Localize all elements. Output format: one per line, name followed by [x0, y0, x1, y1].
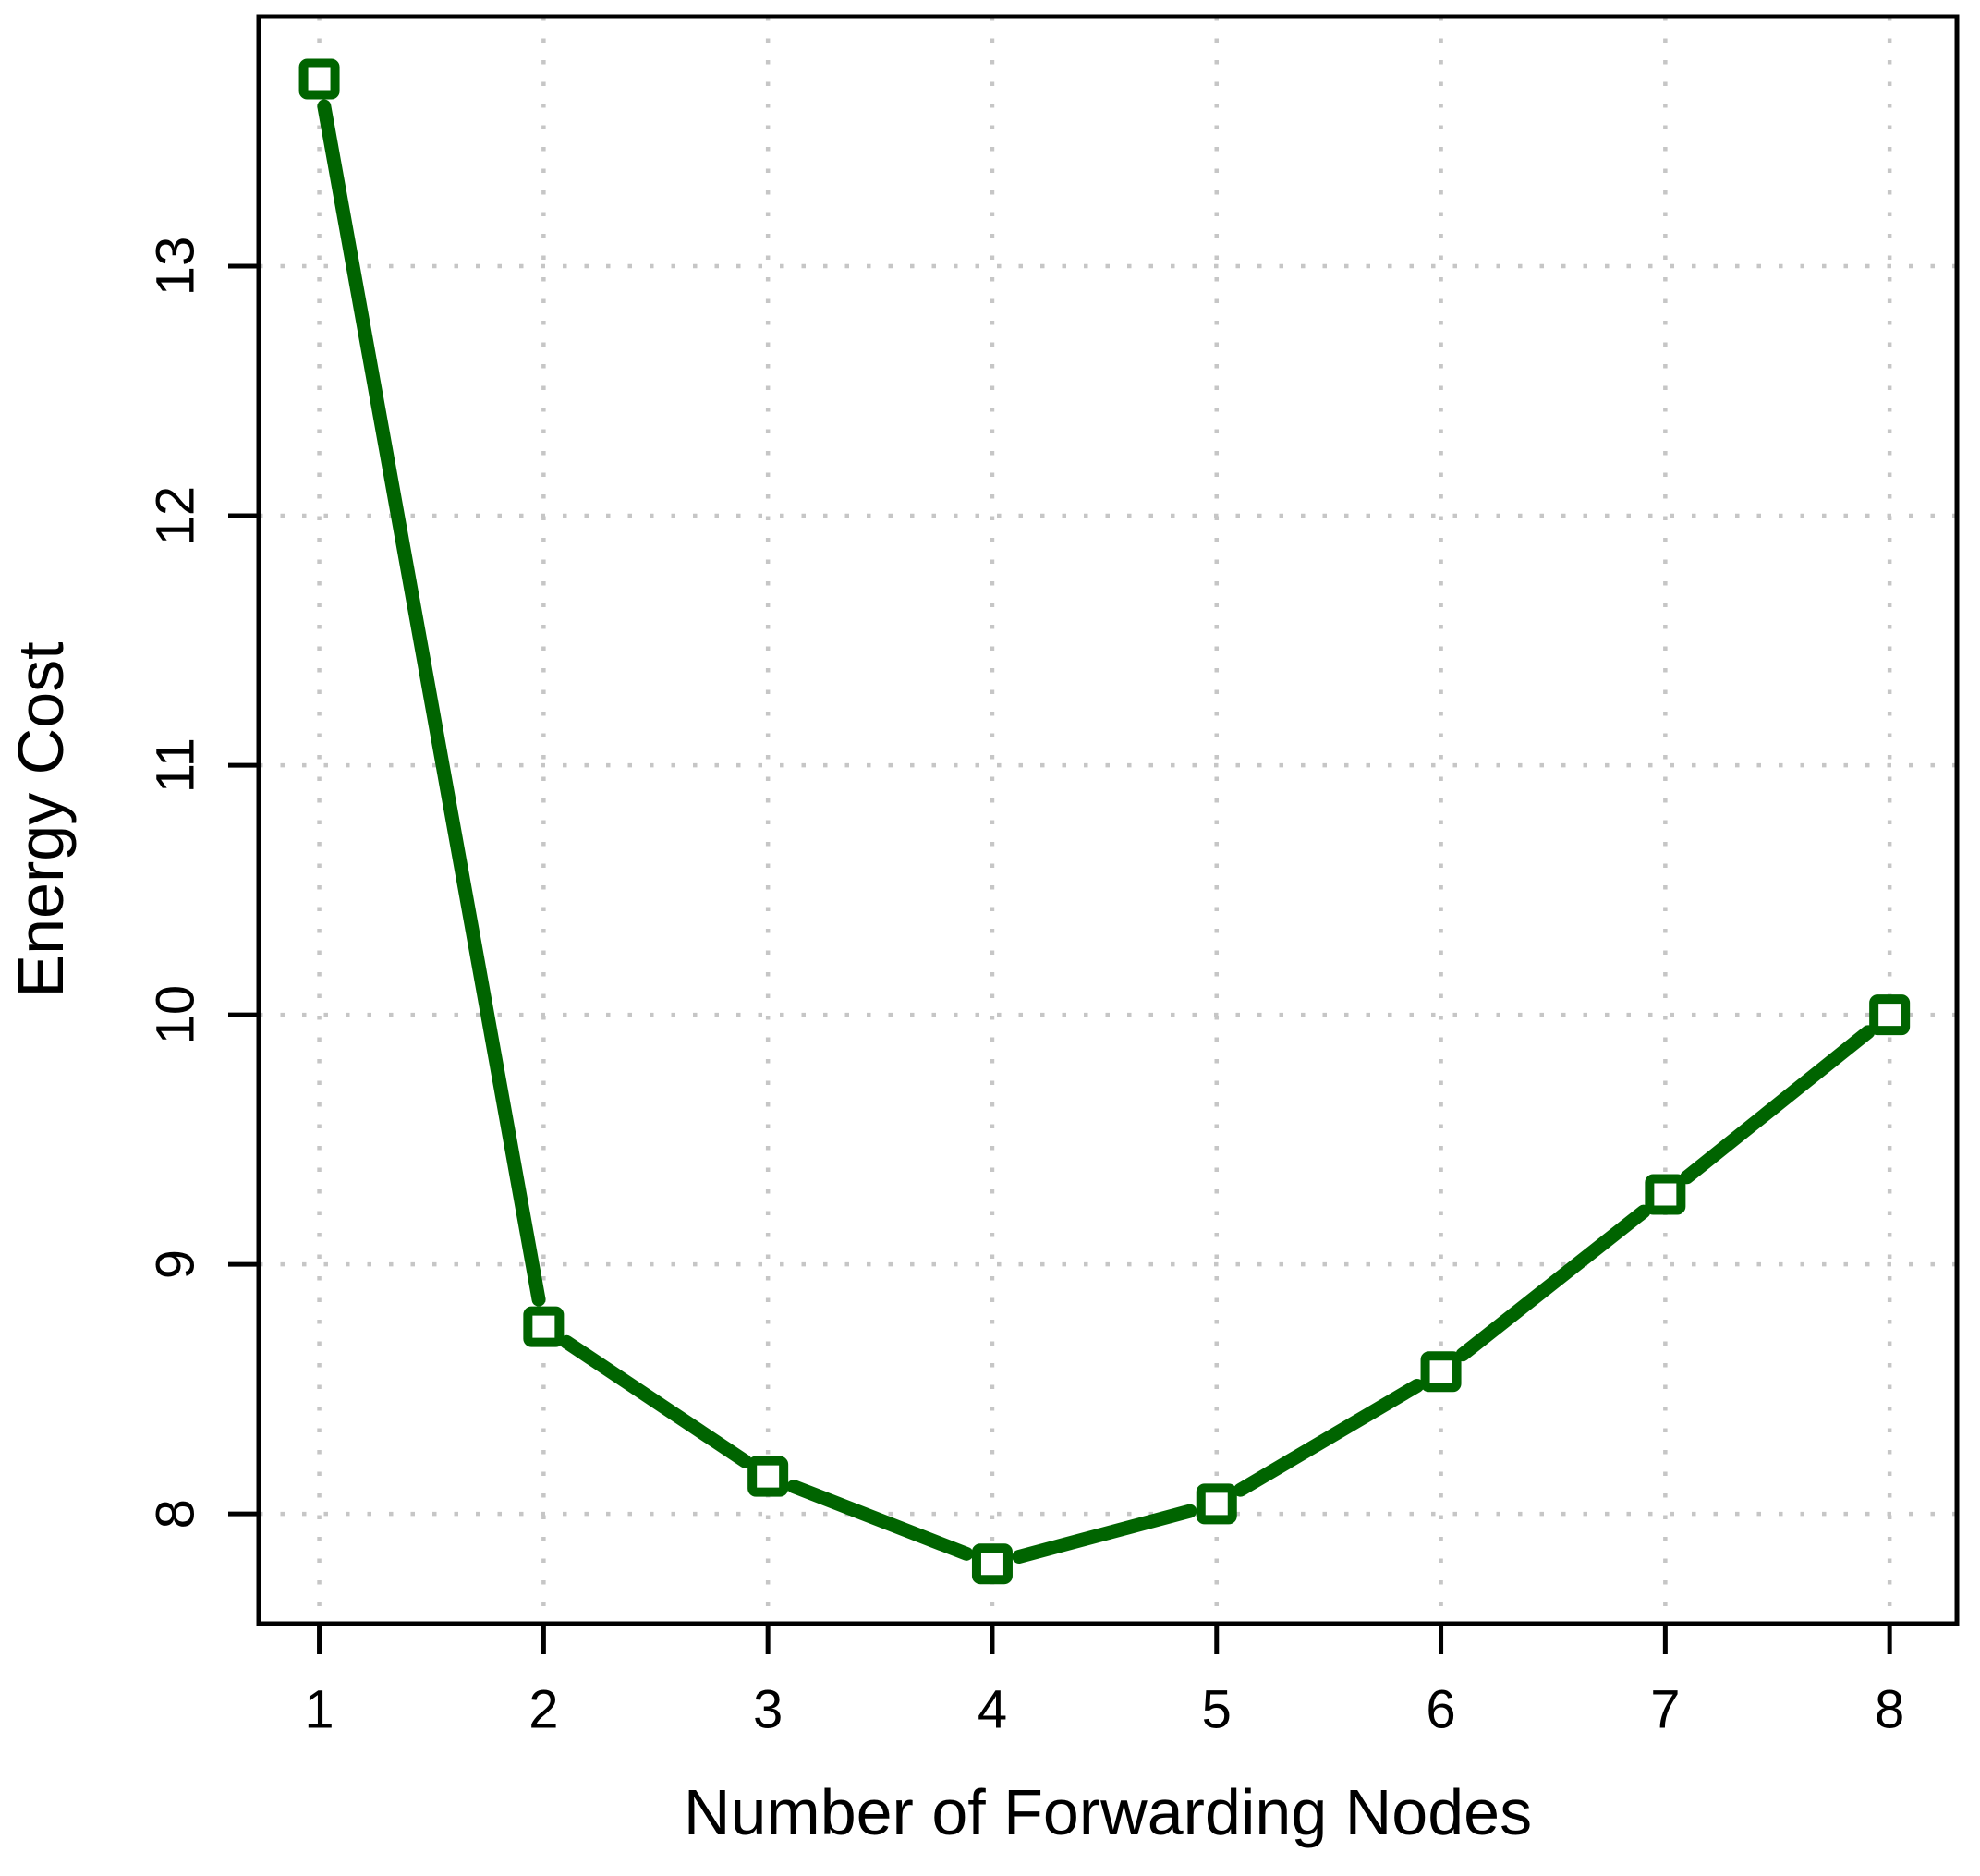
y-tick-label: 12 — [146, 486, 206, 546]
x-tick-label: 5 — [1202, 1680, 1232, 1740]
data-point-marker — [523, 1306, 565, 1347]
data-point-marker — [1196, 1483, 1237, 1525]
x-tick-label: 7 — [1650, 1680, 1680, 1740]
x-tick-label: 1 — [304, 1680, 334, 1740]
y-tick-label: 8 — [146, 1499, 206, 1529]
data-series-layer — [298, 58, 1911, 1585]
series-line-segment — [559, 1334, 752, 1468]
series-line-segment — [786, 1480, 974, 1561]
y-tick-label: 9 — [146, 1249, 206, 1279]
data-point-marker — [298, 58, 340, 100]
data-point-marker — [1869, 994, 1911, 1036]
x-tick-label: 8 — [1875, 1680, 1904, 1740]
data-point-marker — [747, 1456, 789, 1497]
series-line-segment — [1233, 1379, 1425, 1497]
x-tick-label: 4 — [978, 1680, 1007, 1740]
data-point-marker — [971, 1543, 1013, 1585]
x-axis-title: Number of Forwarding Nodes — [684, 1776, 1532, 1848]
y-tick-label: 13 — [146, 237, 206, 297]
series-line-segment — [1455, 1204, 1651, 1362]
x-tick-label: 3 — [753, 1680, 783, 1740]
plot-box — [256, 14, 1960, 1626]
series-line-segment — [1012, 1504, 1197, 1564]
data-point-marker — [1645, 1174, 1686, 1215]
y-axis-title: Energy Cost — [5, 641, 77, 997]
grid-layer — [259, 17, 1957, 1624]
y-tick-label: 11 — [146, 737, 206, 793]
y-tick-label: 10 — [146, 985, 206, 1045]
series-line-segment — [317, 99, 546, 1307]
data-point-marker — [1420, 1351, 1462, 1393]
x-tick-label: 6 — [1426, 1680, 1455, 1740]
series-line-segment — [1680, 1025, 1876, 1185]
x-tick-label: 2 — [528, 1680, 558, 1740]
